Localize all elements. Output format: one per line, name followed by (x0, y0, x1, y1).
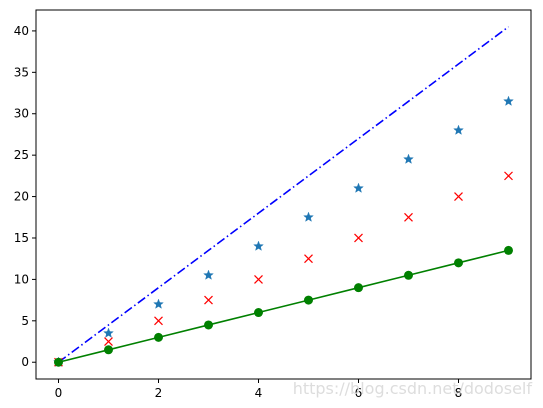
x-marker-stroke (304, 254, 313, 264)
series-line-dashdot (58, 26, 509, 363)
y-tick-label: 0 (21, 355, 29, 369)
x-tick-label: 0 (55, 386, 63, 400)
x-marker-stroke (254, 274, 263, 284)
star-marker (253, 240, 264, 251)
star-marker (303, 211, 314, 222)
star-marker (503, 95, 514, 106)
y-tick-label: 40 (14, 24, 29, 38)
circle-marker (504, 245, 513, 255)
circle-marker (154, 332, 163, 342)
x-marker (304, 254, 313, 264)
circle-marker (54, 357, 63, 367)
circle-marker (204, 320, 213, 330)
circle-marker (454, 258, 463, 268)
star-marker (103, 327, 114, 338)
circle-marker (404, 270, 413, 280)
x-marker (254, 274, 263, 284)
x-tick-label: 4 (255, 386, 263, 400)
x-marker (204, 295, 213, 305)
x-marker-stroke (204, 295, 213, 305)
x-marker (404, 212, 413, 222)
y-tick-label: 20 (14, 190, 29, 204)
circle-marker (354, 283, 363, 293)
x-marker (104, 337, 113, 346)
x-marker-stroke (104, 337, 113, 346)
star-marker (453, 124, 464, 135)
star-marker (203, 269, 214, 280)
star-marker (353, 182, 364, 193)
watermark: https://blog.csdn.net/dodoself (293, 379, 533, 398)
x-marker (504, 171, 513, 181)
plot-area (53, 26, 514, 367)
circle-marker (304, 295, 313, 305)
x-axis: 0 2 4 6 8 (55, 379, 463, 400)
x-marker-stroke (154, 316, 163, 326)
x-marker-stroke (454, 192, 463, 201)
x-marker (354, 233, 363, 243)
y-tick-label: 5 (21, 314, 29, 328)
star-marker (153, 298, 164, 309)
x-tick-label: 2 (155, 386, 163, 400)
circle-marker (104, 345, 113, 355)
x-marker-stroke (504, 171, 513, 181)
x-tick-label: 6 (355, 386, 363, 400)
star-marker (403, 153, 414, 164)
x-marker-stroke (404, 212, 413, 222)
x-tick-label: 8 (455, 386, 463, 400)
y-tick-label: 10 (14, 272, 29, 286)
x-marker (454, 192, 463, 201)
y-tick-label: 30 (14, 107, 29, 121)
series-line-solid (58, 249, 509, 364)
y-tick-label: 25 (14, 148, 29, 162)
y-tick-label: 35 (14, 65, 29, 79)
circle-marker (254, 308, 263, 318)
x-marker (154, 316, 163, 326)
y-axis: 0 5 10 15 20 25 30 35 40 (14, 24, 36, 369)
y-tick-label: 15 (14, 231, 29, 245)
x-marker-stroke (354, 233, 363, 243)
